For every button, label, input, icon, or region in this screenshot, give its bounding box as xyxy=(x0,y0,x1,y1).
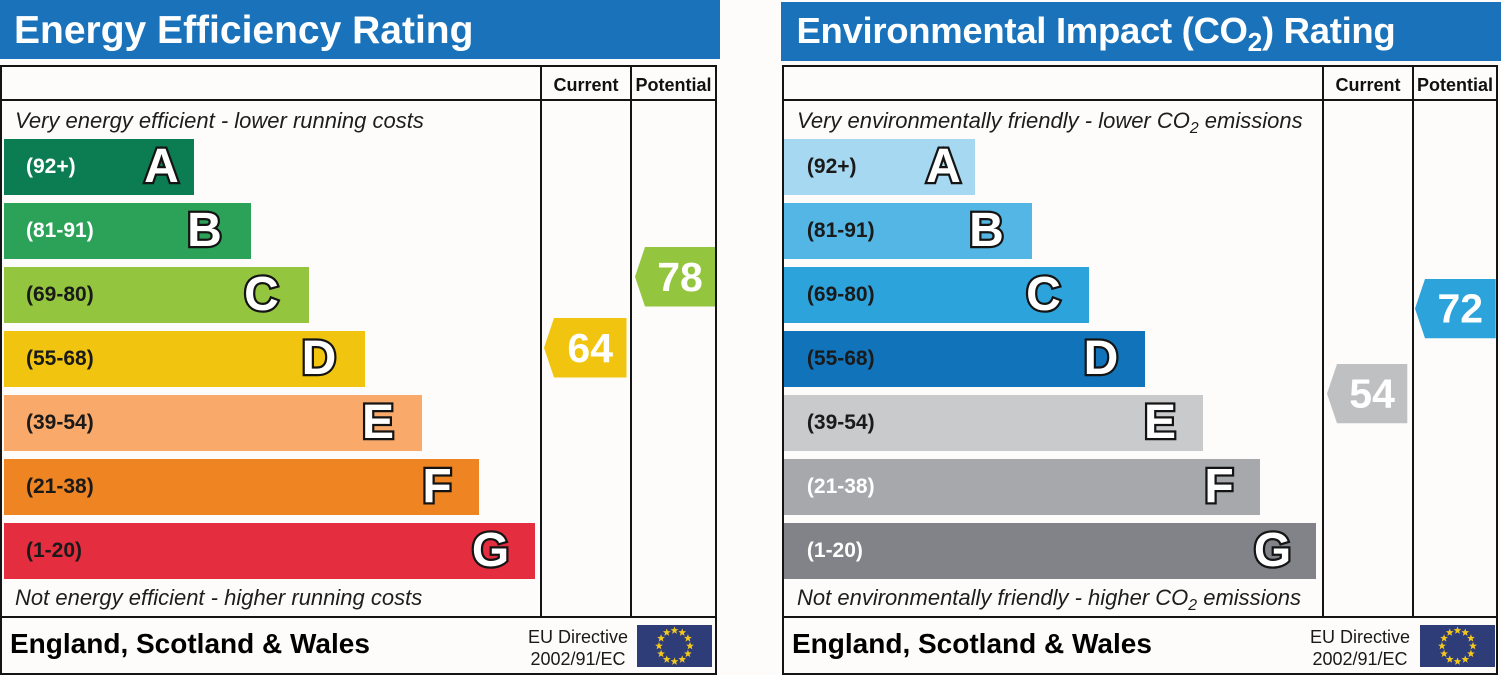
svg-text:78: 78 xyxy=(657,254,703,300)
svg-text:64: 64 xyxy=(567,325,613,371)
svg-text:72: 72 xyxy=(1437,285,1483,331)
svg-text:54: 54 xyxy=(1350,371,1396,417)
